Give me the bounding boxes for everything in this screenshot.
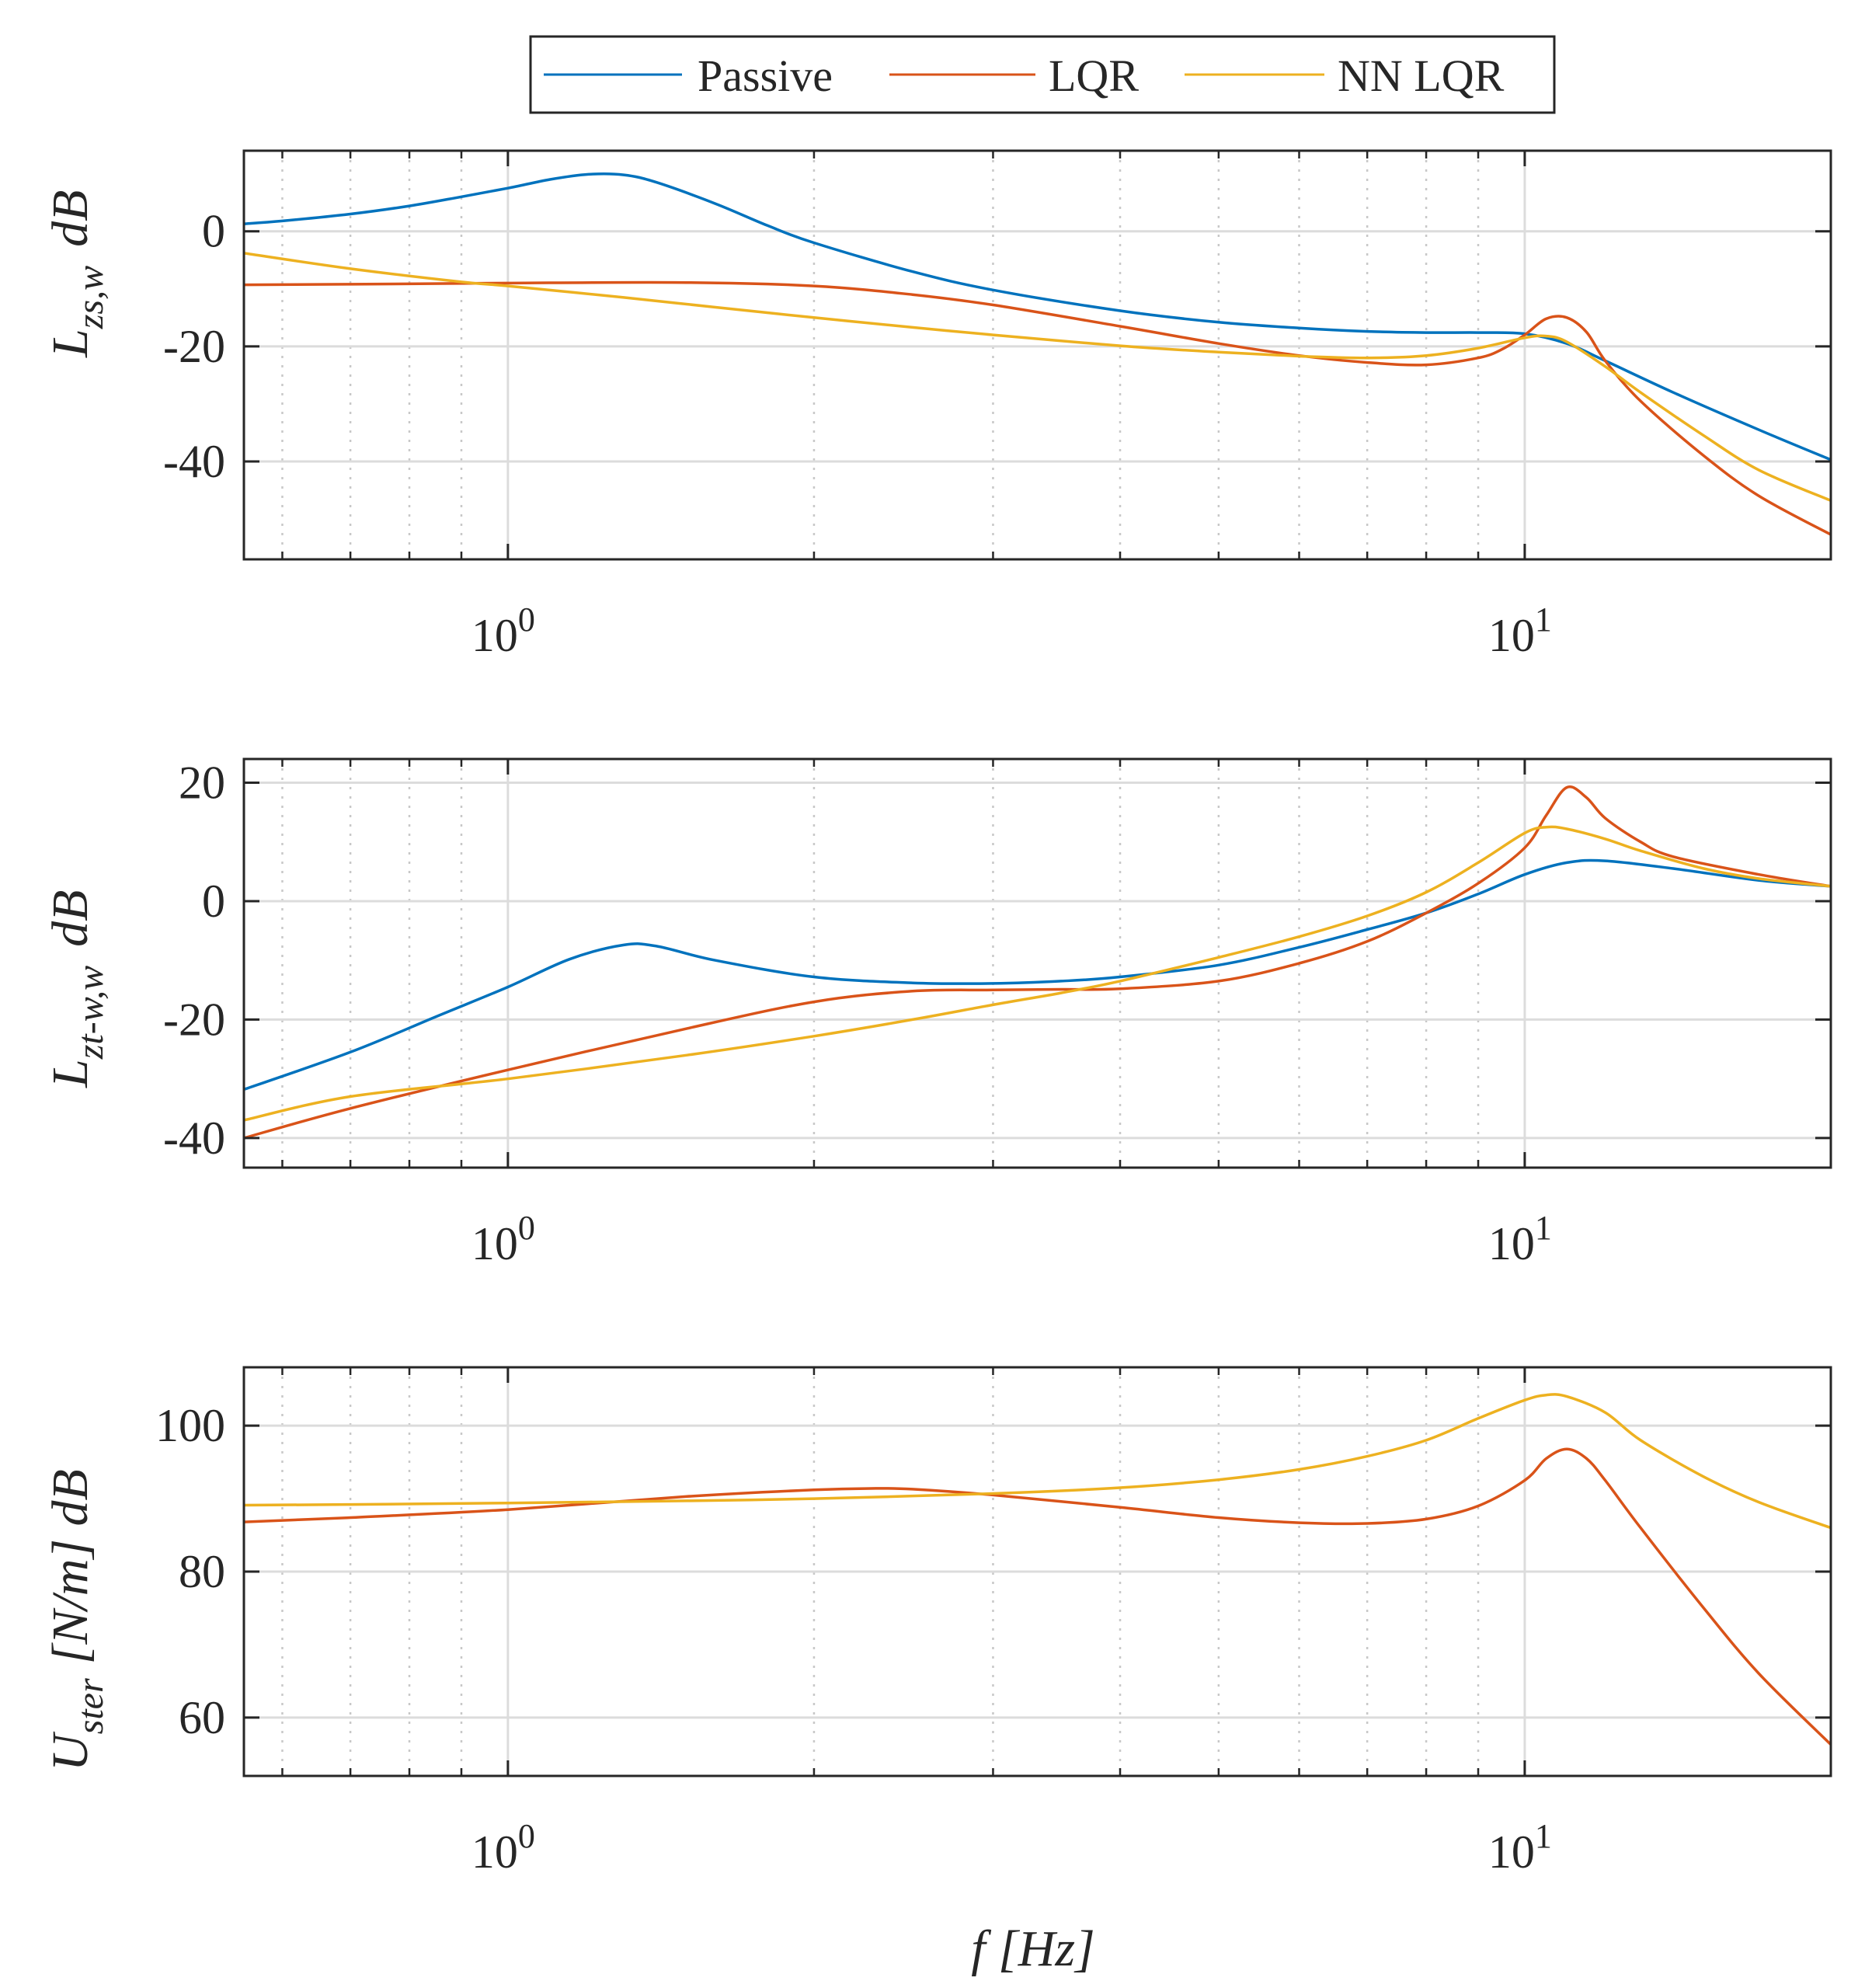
subplot-lzs: -40 -20 0 100 101 Lzs,wdB bbox=[42, 149, 1832, 661]
ytick-labels-lztw: -40 -20 0 20 bbox=[163, 757, 225, 1163]
ytick-labels-lzs: -40 -20 0 bbox=[163, 206, 225, 487]
lztw-series-lqr bbox=[244, 785, 1831, 1140]
ytick-label: -40 bbox=[163, 1112, 225, 1164]
ticks-lztw bbox=[244, 759, 1831, 1168]
xtick-labels-lzs: 100 101 bbox=[471, 601, 1552, 661]
lztw-series-passive bbox=[244, 858, 1831, 1091]
ytick-label: 60 bbox=[179, 1692, 225, 1743]
series-lzs bbox=[244, 172, 1831, 536]
uster-series-nn-lqr bbox=[244, 1393, 1831, 1530]
xtick-labels-uster: 100 101 bbox=[471, 1817, 1552, 1878]
ylabel-lzs: Lzs,wdB bbox=[42, 190, 111, 358]
xtick-label: 100 bbox=[471, 1209, 535, 1269]
legend-label-passive: Passive bbox=[698, 50, 833, 101]
subplot-uster: 60 80 100 100 101 Uster[N/m] dB bbox=[42, 1366, 1832, 1878]
ytick-label: -40 bbox=[163, 436, 225, 487]
legend-label-nn-lqr: NN LQR bbox=[1338, 50, 1505, 101]
xtick-label: 101 bbox=[1488, 1817, 1552, 1878]
grid-lztw bbox=[244, 759, 1831, 1168]
series-lztw bbox=[244, 785, 1831, 1140]
ytick-label: 0 bbox=[202, 206, 225, 257]
legend: Passive LQR NN LQR bbox=[529, 35, 1556, 114]
ytick-label: -20 bbox=[163, 994, 225, 1045]
ticks-uster bbox=[244, 1367, 1831, 1776]
ytick-label: 0 bbox=[202, 876, 225, 927]
subplot-lztw: -40 -20 0 20 100 101 Lzt-w,wdB bbox=[42, 757, 1832, 1269]
series-uster bbox=[244, 1393, 1831, 1746]
lztw-series-nn-lqr bbox=[244, 825, 1831, 1122]
axes-frame-lzs bbox=[242, 149, 1832, 561]
xtick-label: 101 bbox=[1488, 601, 1552, 661]
ytick-label: -20 bbox=[163, 321, 225, 372]
ticks-lzs bbox=[244, 151, 1831, 559]
lzs-series-nn-lqr bbox=[244, 252, 1831, 503]
xtick-label: 100 bbox=[471, 601, 535, 661]
ylabel-uster: Uster[N/m] dB bbox=[42, 1469, 111, 1771]
lzs-series-passive bbox=[244, 172, 1831, 461]
lzs-series-lqr bbox=[244, 280, 1831, 536]
xtick-label: 100 bbox=[471, 1817, 535, 1878]
legend-label-lqr: LQR bbox=[1049, 50, 1139, 101]
axes-frame-lztw bbox=[242, 757, 1832, 1169]
ytick-label: 100 bbox=[155, 1400, 225, 1451]
grid-uster bbox=[244, 1367, 1831, 1776]
xtick-labels-lztw: 100 101 bbox=[471, 1209, 1552, 1269]
ytick-label: 80 bbox=[179, 1546, 225, 1597]
grid-lzs bbox=[244, 151, 1831, 559]
ylabel-lztw: Lzt-w,wdB bbox=[42, 890, 111, 1088]
ytick-labels-uster: 60 80 100 bbox=[155, 1400, 225, 1743]
xtick-label: 101 bbox=[1488, 1209, 1552, 1269]
legend-box bbox=[529, 35, 1556, 114]
ytick-label: 20 bbox=[179, 757, 225, 808]
uster-series-lqr bbox=[244, 1447, 1831, 1746]
xlabel: f [Hz] bbox=[971, 1920, 1095, 1977]
